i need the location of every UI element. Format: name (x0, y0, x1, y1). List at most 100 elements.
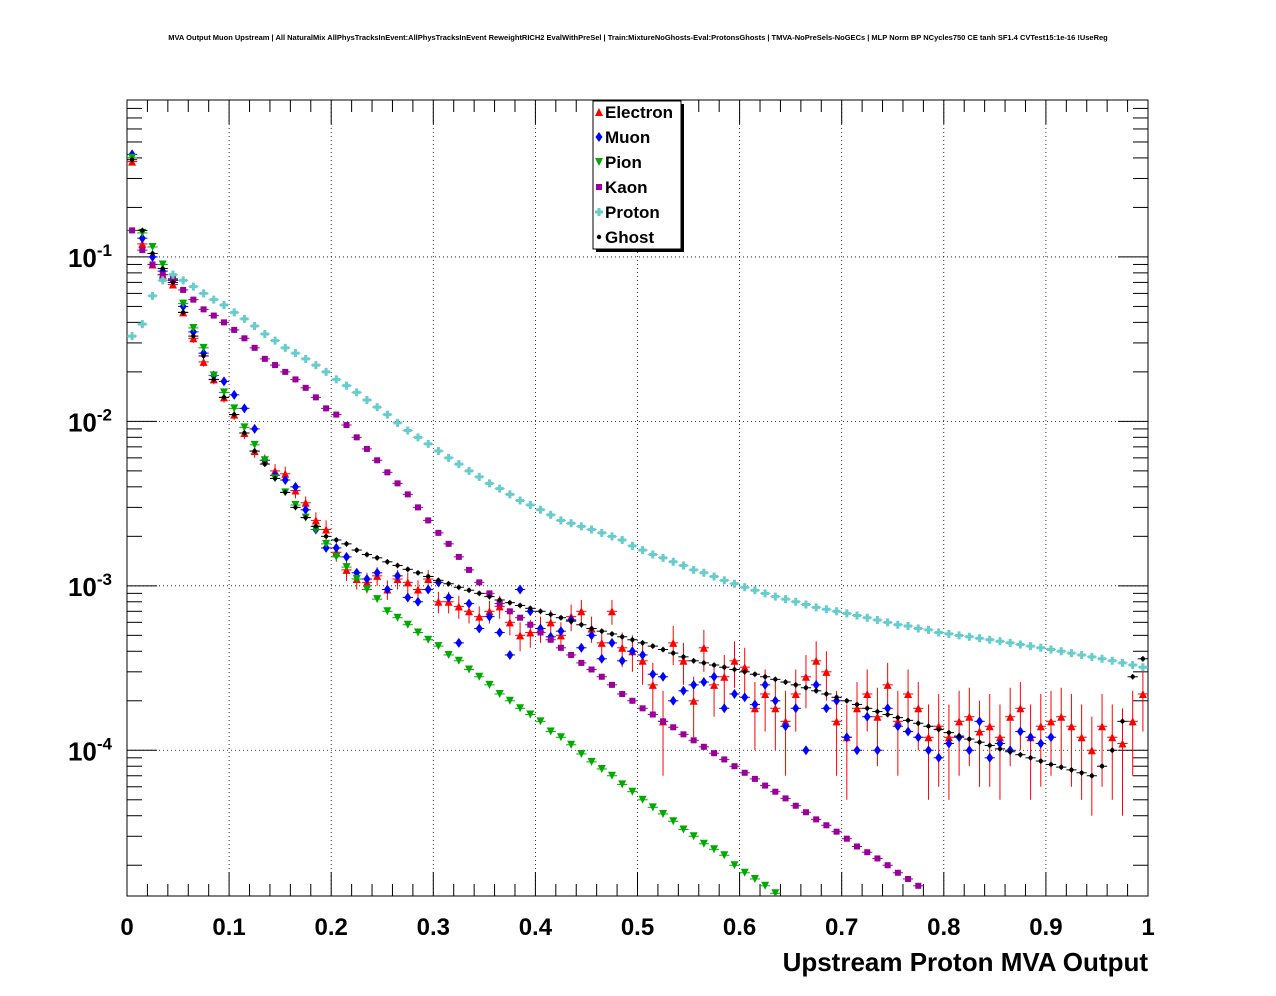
muon-data-point (628, 646, 636, 657)
electron-data-point (516, 631, 525, 640)
ghost-data-point (191, 333, 196, 339)
kaon-data-point (588, 666, 595, 673)
proton-data-point (914, 624, 923, 633)
kaon-data-point (894, 869, 901, 876)
kaon-data-point (169, 276, 176, 283)
muon-data-point (1016, 726, 1024, 737)
ghost-data-point (579, 622, 584, 627)
muon-data-point (1037, 738, 1045, 749)
proton-data-point (638, 546, 647, 555)
proton-data-point (1016, 640, 1025, 649)
muon-data-point (588, 630, 596, 641)
chart-title: MVA Output Muon Upstream | All NaturalMi… (168, 33, 1108, 42)
electron-data-point (883, 680, 892, 689)
proton-data-point (465, 466, 474, 475)
proton-data-point (750, 586, 759, 595)
proton-data-point (761, 589, 770, 598)
ghost-data-point (834, 695, 839, 700)
proton-data-point (383, 410, 392, 419)
pion-data-point (750, 874, 759, 883)
pion-data-point (546, 727, 555, 736)
kaon-data-point (772, 788, 779, 795)
proton-data-point (791, 597, 800, 606)
electron-data-point (648, 680, 657, 689)
kaon-data-point (813, 816, 820, 823)
muon-data-point (720, 703, 728, 714)
pion-data-point (322, 539, 331, 548)
kaon-data-point (241, 335, 248, 342)
proton-data-point (291, 349, 300, 358)
muon-data-point (291, 481, 299, 492)
electron-data-point (853, 704, 862, 713)
muon-data-point (914, 732, 922, 743)
electron-data-point (1016, 704, 1025, 713)
kaon-data-point (517, 614, 524, 621)
ghost-data-point (344, 541, 349, 547)
proton-data-point (1128, 661, 1137, 670)
pion-data-point (505, 696, 514, 705)
muon-data-point (281, 475, 289, 486)
proton-data-point (485, 479, 494, 488)
proton-data-point (1026, 642, 1035, 651)
axis-ticks (126, 99, 1149, 896)
proton-data-point (209, 295, 218, 304)
proton-data-point (475, 472, 484, 481)
kaon-data-point (843, 835, 850, 842)
proton-data-point (516, 496, 525, 505)
pion-data-point (526, 710, 535, 719)
proton-data-point (1006, 638, 1015, 647)
ghost-data-point (272, 476, 278, 481)
pion-data-point (189, 323, 198, 332)
pion-data-point (342, 563, 351, 572)
kaon-data-point (374, 457, 381, 464)
proton-data-point (199, 289, 208, 298)
pion-data-point (648, 803, 657, 812)
kaon-data-point (159, 271, 166, 278)
pion-data-point (209, 371, 218, 380)
electron-data-point (934, 722, 943, 731)
electron-data-point (301, 498, 310, 507)
x-tick-label: 1 (1141, 914, 1154, 941)
muon-data-point (741, 692, 749, 703)
ghost-data-point (558, 615, 564, 620)
pion-data-point (219, 388, 228, 397)
muon-data-point (302, 504, 310, 515)
muon-data-point (414, 596, 422, 607)
kaon-data-point (915, 882, 922, 889)
muon-data-point (557, 626, 565, 637)
ghost-data-point (1048, 762, 1054, 767)
muon-data-point (782, 721, 790, 732)
muon-data-point (496, 627, 504, 638)
legend-label-proton: Proton (605, 203, 660, 222)
x-tick-label: 0.7 (825, 914, 858, 941)
legend-label-muon: Muon (605, 128, 650, 147)
proton-data-point (240, 314, 249, 323)
legend-entry-electron: Electron (595, 103, 673, 122)
ghost-data-point (323, 534, 329, 539)
proton-data-point (812, 603, 821, 612)
proton-data-point (413, 433, 422, 442)
electron-data-point (505, 618, 514, 627)
muon-data-point (996, 738, 1004, 749)
legend-box (592, 100, 682, 250)
ghost-data-point (599, 628, 604, 634)
ghost-data-point (844, 698, 850, 703)
pion-data-point (771, 889, 780, 898)
electron-data-point (1077, 733, 1086, 742)
pion-data-point (761, 881, 770, 890)
ghost-data-point (1038, 758, 1043, 764)
electron-data-point (1047, 717, 1056, 726)
kaon-data-point (823, 822, 830, 829)
ghost-data-point (293, 505, 298, 510)
ghost-data-point (374, 555, 380, 561)
electron-data-point (771, 704, 780, 713)
kaon-data-point (414, 504, 421, 511)
muon-data-point (986, 752, 994, 763)
ghost-data-point (783, 679, 788, 685)
proton-data-point (536, 505, 545, 514)
proton-data-point (1138, 663, 1147, 672)
proton-data-point (832, 607, 841, 616)
ghost-data-point (875, 709, 880, 714)
kaon-data-point (506, 608, 513, 615)
